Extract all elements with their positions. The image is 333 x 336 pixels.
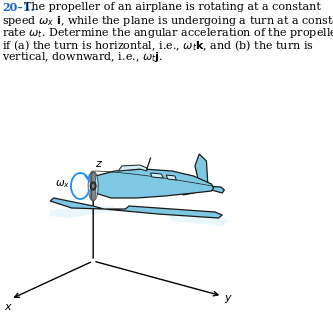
Text: if (a) the turn is horizontal, i.e., $\omega_t\mathbf{k}$, and (b) the turn is: if (a) the turn is horizontal, i.e., $\o…	[2, 38, 314, 53]
Text: rate $\omega_t$. Determine the angular acceleration of the propeller: rate $\omega_t$. Determine the angular a…	[2, 26, 333, 40]
Polygon shape	[50, 206, 115, 218]
Polygon shape	[195, 154, 208, 184]
Text: The propeller of an airplane is rotating at a constant: The propeller of an airplane is rotating…	[24, 2, 321, 12]
Polygon shape	[151, 173, 164, 178]
Polygon shape	[95, 169, 213, 198]
Polygon shape	[168, 214, 229, 226]
Text: y: y	[224, 293, 231, 303]
Text: 20–1.: 20–1.	[2, 2, 35, 13]
Polygon shape	[166, 175, 176, 180]
Ellipse shape	[88, 171, 98, 201]
Circle shape	[91, 183, 95, 188]
Polygon shape	[118, 165, 147, 171]
Text: x: x	[4, 302, 10, 312]
Polygon shape	[50, 198, 104, 209]
Text: $\omega_x$: $\omega_x$	[55, 178, 70, 190]
Text: speed $\omega_x$ $\mathbf{i}$, while the plane is undergoing a turn at a constan: speed $\omega_x$ $\mathbf{i}$, while the…	[2, 14, 333, 28]
Polygon shape	[104, 206, 222, 218]
Polygon shape	[204, 186, 224, 193]
Circle shape	[90, 182, 96, 190]
Text: vertical, downward, i.e., $\omega_t\mathbf{j}$.: vertical, downward, i.e., $\omega_t\math…	[2, 50, 163, 64]
Text: z: z	[95, 159, 101, 169]
Polygon shape	[183, 188, 201, 195]
